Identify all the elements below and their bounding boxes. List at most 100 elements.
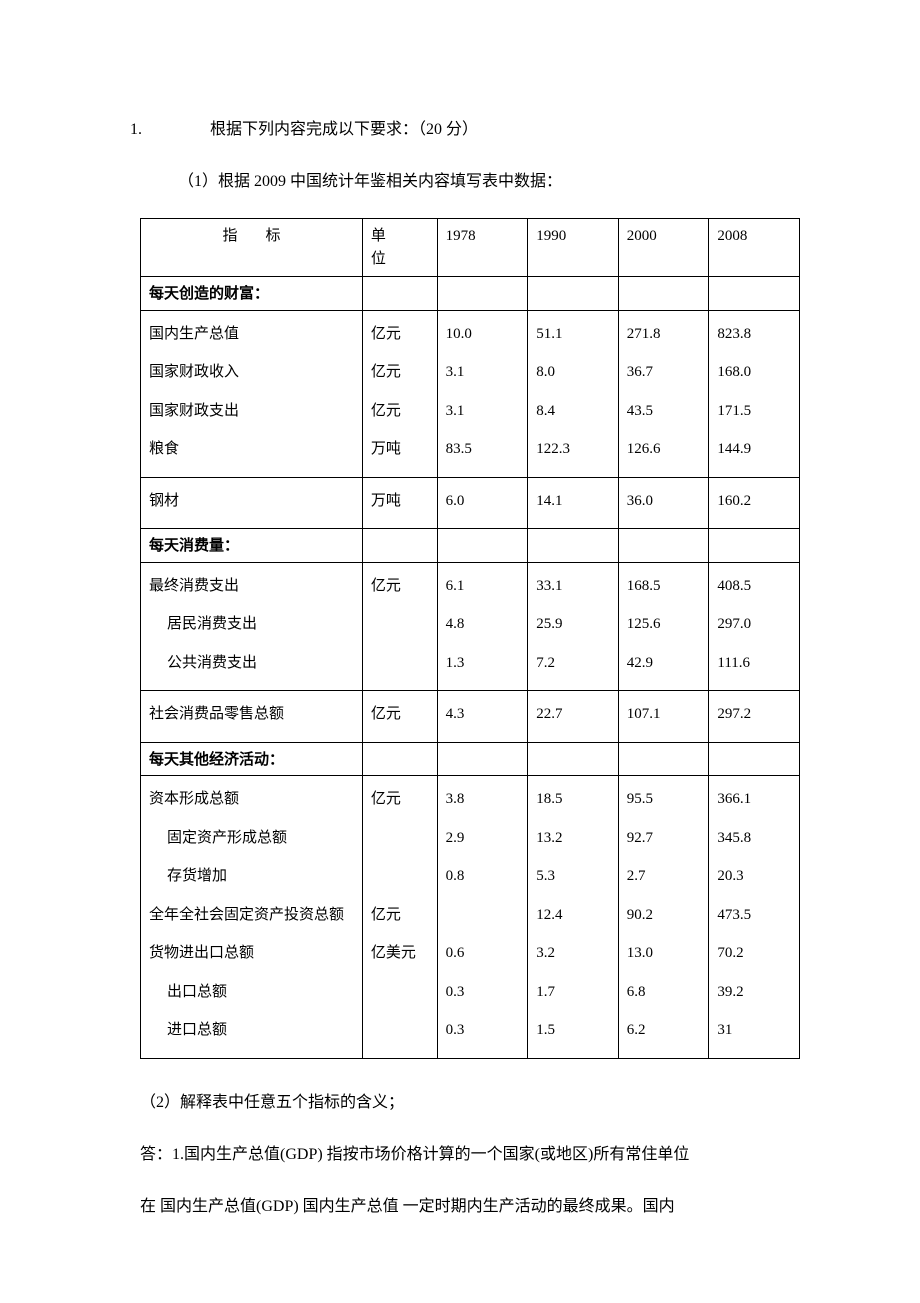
- section-last-row: 社会消费品零售总额亿元4.322.7107.1297.2: [141, 691, 800, 743]
- cell-value: 18.5: [536, 780, 610, 819]
- answer-block: （2）解释表中任意五个指标的含义； 答：1.国内生产总值(GDP) 指按市场价格…: [140, 1087, 800, 1223]
- cell-value: 168.5: [627, 567, 701, 606]
- col-unit: 单位: [363, 219, 437, 276]
- cell-value: 全年全社会固定资产投资总额: [149, 896, 354, 935]
- statistics-table: 指标单位1978199020002008每天创造的财富：国内生产总值国家财政收入…: [140, 218, 800, 1059]
- cell-value: 408.5: [717, 567, 791, 606]
- question-sub2: （2）解释表中任意五个指标的含义；: [140, 1087, 800, 1119]
- cell-value: 3.1: [446, 353, 520, 392]
- cell-value: 0.3: [446, 1011, 520, 1050]
- cell-value: 126.6: [627, 430, 701, 469]
- question-text: 根据下列内容完成以下要求：（20 分）: [210, 118, 478, 142]
- cell-value: 6.8: [627, 973, 701, 1012]
- cell-value: 8.0: [536, 353, 610, 392]
- section-body-row: 资本形成总额固定资产形成总额存货增加全年全社会固定资产投资总额货物进出口总额出口…: [141, 776, 800, 1059]
- cell-value: 货物进出口总额: [149, 934, 354, 973]
- question-line: 1. 根据下列内容完成以下要求：（20 分）: [130, 118, 800, 142]
- cell-value: 5.3: [536, 857, 610, 896]
- cell-value: 1.7: [536, 973, 610, 1012]
- cell-value: [446, 896, 520, 935]
- cell-value: [371, 819, 429, 858]
- cell-value: [371, 857, 429, 896]
- cell-value: 13.0: [627, 934, 701, 973]
- cell-value: 33.1: [536, 567, 610, 606]
- cell-value: 进口总额: [149, 1011, 354, 1050]
- answer-text-1: 1.国内生产总值(GDP) 指按市场价格计算的一个国家(或地区)所有常住单位: [172, 1146, 689, 1163]
- cell-value: 3.1: [446, 392, 520, 431]
- cell-value: 43.5: [627, 392, 701, 431]
- cell-value: 固定资产形成总额: [149, 819, 354, 858]
- cell-value: 3.2: [536, 934, 610, 973]
- document-page: 1. 根据下列内容完成以下要求：（20 分） （1）根据 2009 中国统计年鉴…: [0, 0, 920, 1303]
- cell-value: 亿元: [371, 315, 429, 354]
- cell-value: 万吨: [371, 482, 429, 521]
- cell-value: 0.3: [446, 973, 520, 1012]
- section-title: 每天消费量：: [141, 529, 362, 562]
- cell-value: 12.4: [536, 896, 610, 935]
- cell-value: 144.9: [717, 430, 791, 469]
- col-indicator: 指标: [141, 219, 362, 254]
- cell-value: 钢材: [149, 482, 354, 521]
- question-number: 1.: [130, 118, 210, 142]
- cell-value: 70.2: [717, 934, 791, 973]
- table-header-row: 指标单位1978199020002008: [141, 219, 800, 277]
- cell-value: 36.7: [627, 353, 701, 392]
- cell-value: 345.8: [717, 819, 791, 858]
- cell-value: 4.8: [446, 605, 520, 644]
- cell-value: 107.1: [627, 695, 701, 734]
- cell-value: 国内生产总值: [149, 315, 354, 354]
- cell-value: 13.2: [536, 819, 610, 858]
- cell-value: 95.5: [627, 780, 701, 819]
- cell-value: 国家财政支出: [149, 392, 354, 431]
- cell-value: 39.2: [717, 973, 791, 1012]
- cell-value: 122.3: [536, 430, 610, 469]
- cell-value: 92.7: [627, 819, 701, 858]
- answer-paragraph: 答：1.国内生产总值(GDP) 指按市场价格计算的一个国家(或地区)所有常住单位: [140, 1139, 800, 1171]
- cell-value: 42.9: [627, 644, 701, 683]
- cell-value: 居民消费支出: [149, 605, 354, 644]
- section-title: 每天创造的财富：: [141, 277, 362, 310]
- cell-value: 7.2: [536, 644, 610, 683]
- cell-value: 0.8: [446, 857, 520, 896]
- cell-value: 111.6: [717, 644, 791, 683]
- cell-value: 国家财政收入: [149, 353, 354, 392]
- question-sub1: （1）根据 2009 中国统计年鉴相关内容填写表中数据：: [178, 170, 800, 194]
- section-last-row: 钢材万吨6.014.136.0160.2: [141, 477, 800, 529]
- cell-value: 160.2: [717, 482, 791, 521]
- cell-value: 125.6: [627, 605, 701, 644]
- cell-value: 25.9: [536, 605, 610, 644]
- col-year-4: 2008: [709, 219, 799, 254]
- cell-value: 6.2: [627, 1011, 701, 1050]
- answer-label: 答：: [140, 1146, 172, 1163]
- section-body-row: 最终消费支出居民消费支出公共消费支出亿元 6.14.81.333.125.97.…: [141, 562, 800, 691]
- cell-value: 亿元: [371, 392, 429, 431]
- cell-value: 14.1: [536, 482, 610, 521]
- col-year-2: 1990: [528, 219, 618, 254]
- cell-value: 823.8: [717, 315, 791, 354]
- col-year-3: 2000: [619, 219, 709, 254]
- cell-value: 473.5: [717, 896, 791, 935]
- cell-value: 83.5: [446, 430, 520, 469]
- section-title-row: 每天其他经济活动：: [141, 742, 800, 776]
- cell-value: 最终消费支出: [149, 567, 354, 606]
- cell-value: 36.0: [627, 482, 701, 521]
- cell-value: 271.8: [627, 315, 701, 354]
- cell-value: 0.6: [446, 934, 520, 973]
- cell-value: 1.3: [446, 644, 520, 683]
- cell-value: 3.8: [446, 780, 520, 819]
- section-title-row: 每天创造的财富：: [141, 277, 800, 311]
- cell-value: 亿元: [371, 896, 429, 935]
- cell-value: 亿元: [371, 780, 429, 819]
- answer-text-2: 在 国内生产总值(GDP) 国内生产总值 一定时期内生产活动的最终成果。国内: [140, 1191, 800, 1223]
- cell-value: 2.7: [627, 857, 701, 896]
- cell-value: 10.0: [446, 315, 520, 354]
- cell-value: 出口总额: [149, 973, 354, 1012]
- cell-value: 171.5: [717, 392, 791, 431]
- cell-value: 万吨: [371, 430, 429, 469]
- cell-value: 4.3: [446, 695, 520, 734]
- cell-value: 31: [717, 1011, 791, 1050]
- section-body-row: 国内生产总值国家财政收入国家财政支出粮食亿元亿元亿元万吨10.03.13.183…: [141, 310, 800, 477]
- cell-value: 20.3: [717, 857, 791, 896]
- cell-value: 1.5: [536, 1011, 610, 1050]
- col-year-1: 1978: [438, 219, 528, 254]
